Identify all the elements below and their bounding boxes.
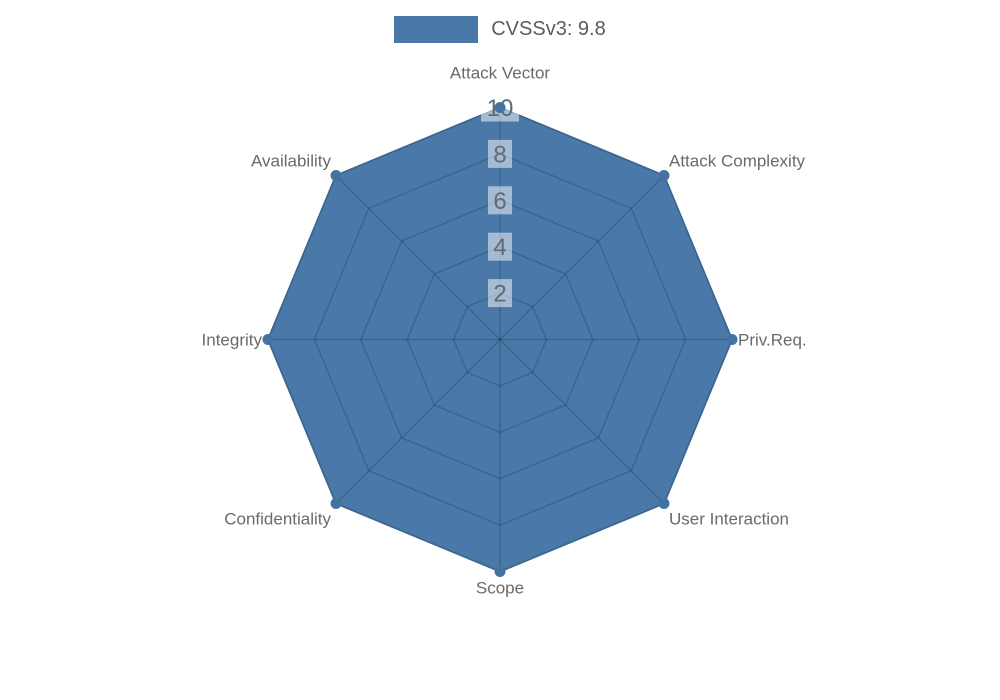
axis-label-priv-req-: Priv.Req. — [738, 331, 807, 350]
axis-label-availability: Availability — [251, 152, 332, 171]
grid-spoke — [335, 174, 501, 341]
axis-label-attack-vector: Attack Vector — [450, 64, 550, 83]
axis-label-scope: Scope — [476, 579, 524, 598]
tick-label: 4 — [493, 234, 506, 261]
data-point-marker — [658, 498, 670, 509]
data-point-marker — [726, 334, 738, 345]
grid-ring — [452, 292, 548, 387]
axis-label-attack-complexity: Attack Complexity — [669, 152, 806, 171]
legend-swatch[interactable] — [394, 16, 479, 43]
axis-label-confidentiality: Confidentiality — [224, 510, 331, 529]
tick-label: 8 — [493, 141, 506, 168]
tick-backdrop — [488, 139, 512, 168]
grid-spoke — [335, 338, 501, 505]
tick-label: 2 — [493, 281, 506, 308]
tick-backdrop — [488, 279, 512, 308]
axis-label-integrity: Integrity — [202, 331, 263, 350]
tick-label: 6 — [493, 188, 506, 215]
data-point-marker — [262, 334, 274, 345]
grid-ring — [313, 153, 687, 526]
legend-label[interactable]: CVSSv3: 9.8 — [491, 18, 606, 40]
data-point-marker — [330, 498, 342, 509]
axis-label-user-interaction: User Interaction — [669, 510, 789, 529]
data-point-marker — [658, 170, 670, 181]
tick-backdrop — [488, 186, 512, 215]
data-point-marker — [494, 566, 506, 577]
axis-labels: Attack Vector Attack Complexity Priv.Req. U… — [202, 64, 807, 598]
tick-backdrop — [488, 232, 512, 261]
data-point-marker — [494, 102, 506, 113]
grid-ring — [406, 245, 594, 434]
grid-ring — [359, 199, 641, 480]
grid-spoke — [499, 338, 665, 505]
grid-spoke — [499, 174, 665, 341]
vertex-markers — [262, 102, 738, 577]
data-point-marker — [330, 170, 342, 181]
legend[interactable]: CVSSv3: 9.8 — [0, 16, 1000, 43]
radial-tick-labels: 246810 — [481, 93, 519, 308]
